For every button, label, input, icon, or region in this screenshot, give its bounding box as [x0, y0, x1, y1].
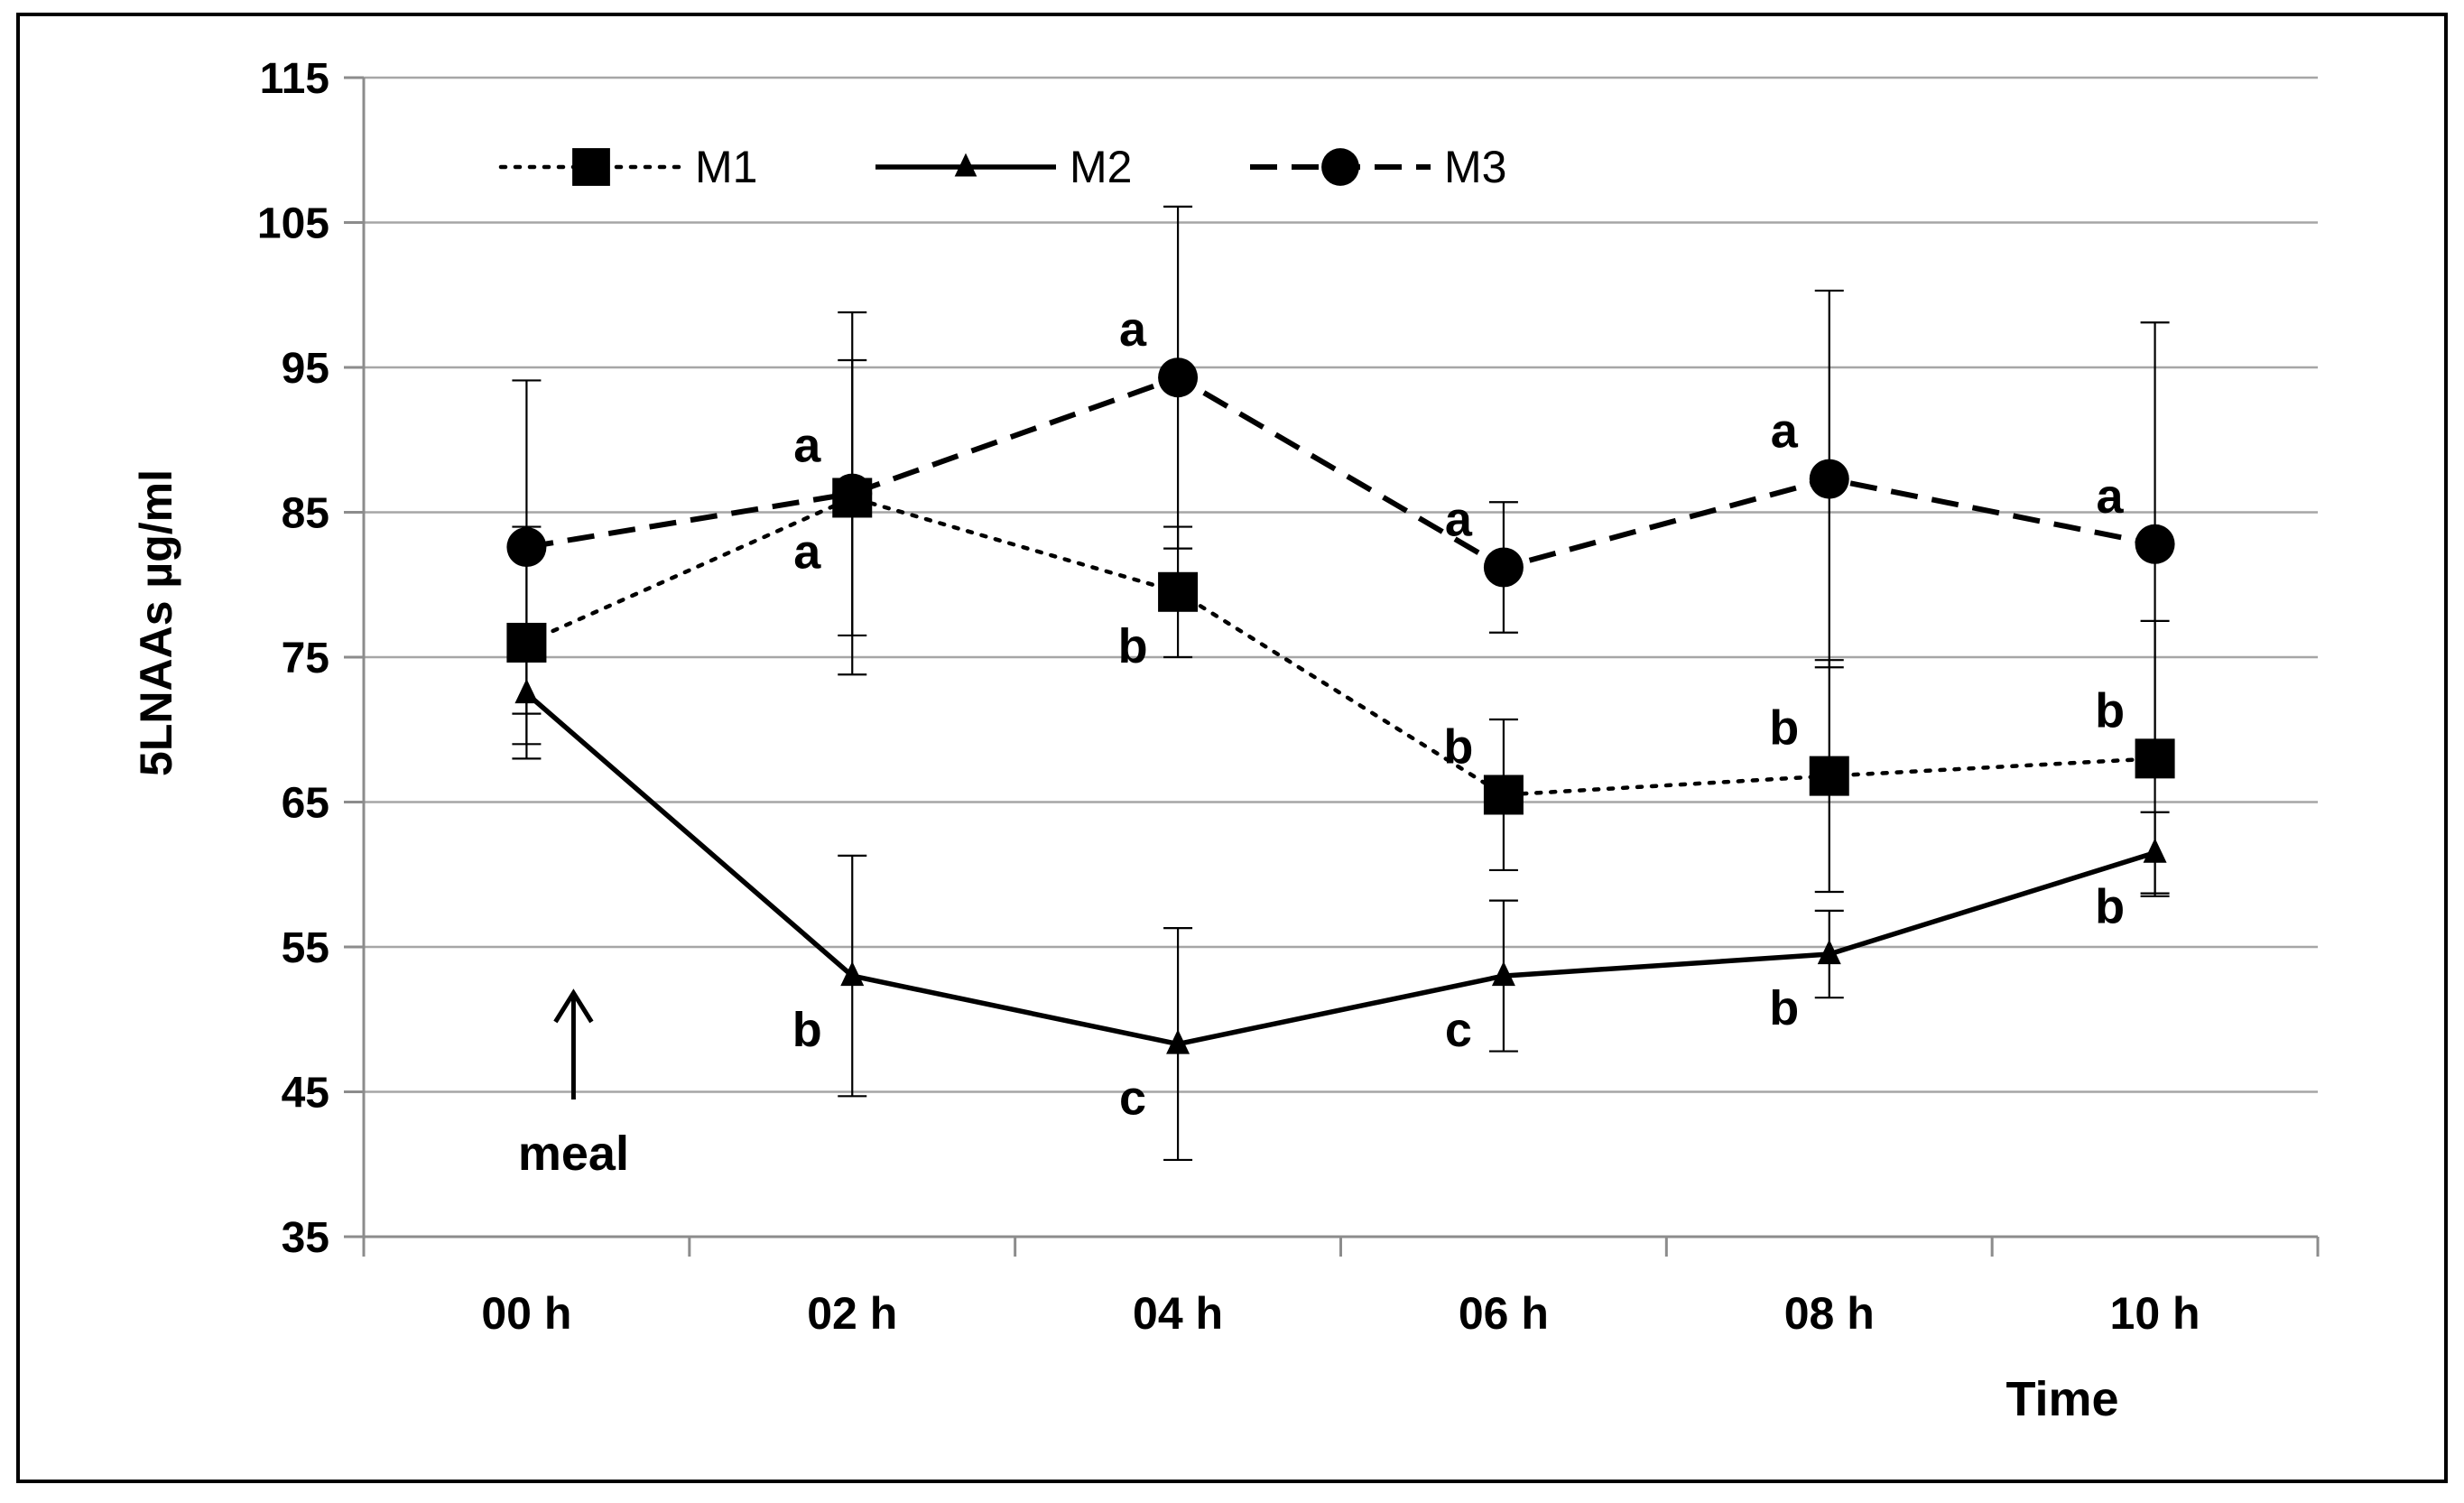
m2-letter-5: b: [2095, 880, 2125, 934]
m2-line: [524, 691, 2156, 1047]
m2-point-10h: [2143, 838, 2167, 863]
m2-letter-4: b: [1769, 981, 1799, 1035]
x-tick-label-04h: 04 h: [1133, 1288, 1223, 1339]
chart-frame: [16, 13, 2448, 1483]
m3-point-10h: [2135, 524, 2175, 564]
annotation-0: meal: [518, 988, 629, 1181]
x-tick-label-06h: 06 h: [1459, 1288, 1549, 1339]
meal-arrow-head: [553, 988, 594, 1024]
series-group: [506, 205, 2175, 1162]
y-tick-labels: 35 45 55 65 75 85 95 105 115: [257, 55, 329, 1262]
x-tick-label-00h: 00 h: [481, 1288, 571, 1339]
x-tick-labels: 00 h 02 h 04 h 06 h 08 h 10 h: [481, 1288, 2200, 1339]
m2-point-04h: [1166, 1029, 1190, 1054]
y-tick-label-55: 55: [282, 924, 329, 972]
m1-point-06h: [1483, 775, 1524, 815]
y-tick-label-105: 105: [257, 200, 329, 248]
m1-letter-4: b: [1769, 701, 1799, 756]
y-tick-label-75: 75: [282, 635, 329, 682]
y-axis-label: 5LNAAs µg/ml: [131, 469, 181, 776]
x-tick-label-08h: 08 h: [1784, 1288, 1875, 1339]
m1-line: [524, 496, 2157, 797]
y-tick-label-95: 95: [282, 345, 329, 393]
y-tick-label-45: 45: [282, 1070, 329, 1118]
m2-letter-3: c: [1445, 1003, 1472, 1057]
m2-point-06h: [1491, 960, 1515, 987]
m1-point-08h: [1809, 756, 1849, 796]
x-axis-label: Time: [2005, 1372, 2118, 1426]
legend-marker-m1: [572, 148, 610, 186]
m2-point-00h: [514, 678, 539, 704]
legend-label-m3: M3: [1444, 142, 1506, 192]
meal-label: meal: [518, 1127, 629, 1181]
y-tick-label-115: 115: [260, 55, 329, 103]
y-tick-label-35: 35: [282, 1214, 329, 1262]
m1-letter-2: b: [1118, 619, 1148, 673]
legend-marker-m3: [1321, 148, 1359, 186]
m3-point-04h: [1158, 357, 1199, 398]
x-tick-label-10h: 10 h: [2110, 1288, 2200, 1339]
m2-point-08h: [1817, 939, 1841, 965]
m3-point-02h: [832, 473, 873, 514]
m3-point-08h: [1809, 459, 1849, 499]
m1-letter-5: b: [2095, 683, 2125, 738]
x-tick-label-02h: 02 h: [807, 1288, 897, 1339]
legend-label-m2: M2: [1070, 142, 1132, 192]
m2-letter-2: c: [1119, 1072, 1146, 1126]
m3-line: [525, 375, 2156, 571]
m1-letter-1: a: [793, 524, 821, 579]
legend-item-m2: M2: [875, 142, 1132, 192]
m3-letter-4: a: [1771, 404, 1799, 459]
m3-letter-1: a: [793, 419, 821, 473]
y-tick-label-65: 65: [282, 780, 329, 828]
m3-point-06h: [1483, 547, 1524, 588]
m2-letter-1: b: [792, 1003, 822, 1057]
m3-letter-2: a: [1119, 302, 1147, 357]
axes: [344, 76, 2320, 1257]
y-tick-label-85: 85: [282, 490, 329, 538]
m1-point-04h: [1158, 571, 1199, 612]
m1-point-10h: [2135, 738, 2175, 779]
legend-item-m1: M1: [498, 142, 757, 192]
m2-point-02h: [840, 960, 865, 987]
m3-letter-5: a: [2097, 469, 2125, 524]
annotations: meal: [518, 988, 629, 1181]
gridlines: [364, 76, 2318, 1093]
legend-item-m3: M3: [1250, 142, 1506, 192]
m1-point-00h: [506, 622, 547, 663]
m3-letter-3: a: [1445, 492, 1473, 546]
m1-letter-3: b: [1443, 719, 1473, 774]
legend-marker-m2: [954, 153, 977, 177]
m3-point-00h: [506, 527, 547, 568]
legend: M1 M2 M3: [498, 142, 1506, 192]
legend-label-m1: M1: [695, 142, 757, 192]
